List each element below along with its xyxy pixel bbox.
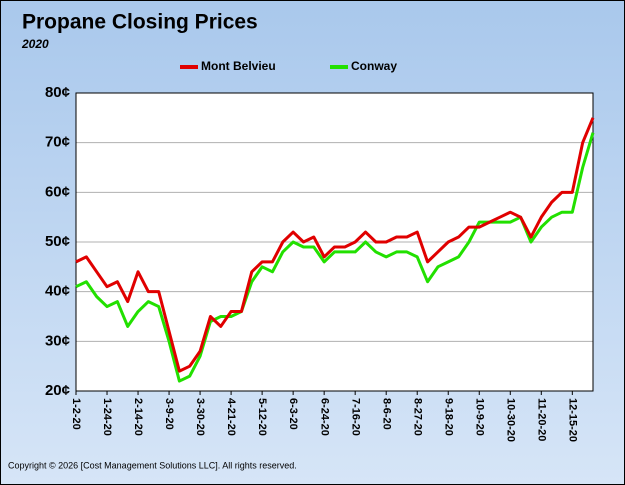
legend-label: Mont Belvieu [201,59,276,73]
chart-subtitle: 2020 [21,37,49,51]
x-tick-label: 6-3-20 [287,398,299,430]
y-tick-label: 80¢ [45,84,70,101]
y-tick-label: 70¢ [45,134,70,151]
legend-label: Conway [351,59,397,73]
x-tick-label: 3-9-20 [163,398,175,430]
line-series [75,117,595,373]
x-tick-label: 3-30-20 [194,398,206,436]
x-tick-label: 8-27-20 [411,398,423,436]
y-tick-label: 60¢ [45,183,70,200]
x-tick-label: 6-24-20 [318,398,330,436]
y-tick-label: 20¢ [45,382,70,399]
x-tick-label: 10-30-20 [504,398,516,442]
x-tick-label: 12-15-20 [566,398,578,442]
x-tick-label: 1-2-20 [70,398,82,430]
chart-title: Propane Closing Prices [22,11,258,34]
x-tick-label: 9-18-20 [442,398,454,436]
line-series [75,132,595,383]
x-tick-label: 4-21-20 [225,398,237,436]
y-tick-label: 50¢ [45,233,70,250]
y-tick-label: 40¢ [45,283,70,300]
plot-border [75,92,594,392]
x-tick-label: 8-6-20 [380,398,392,430]
x-tick-label: 5-12-20 [256,398,268,436]
x-tick-label: 10-9-20 [473,398,485,436]
y-tick-label: 30¢ [45,332,70,349]
x-tick-label: 7-16-20 [349,398,361,436]
x-tick-label: 11-20-20 [535,398,547,441]
x-tick-label: 2-14-20 [132,398,144,436]
copyright: Copyright © 2026 [Cost Management Soluti… [8,460,297,470]
x-tick-label: 1-24-20 [101,398,113,436]
